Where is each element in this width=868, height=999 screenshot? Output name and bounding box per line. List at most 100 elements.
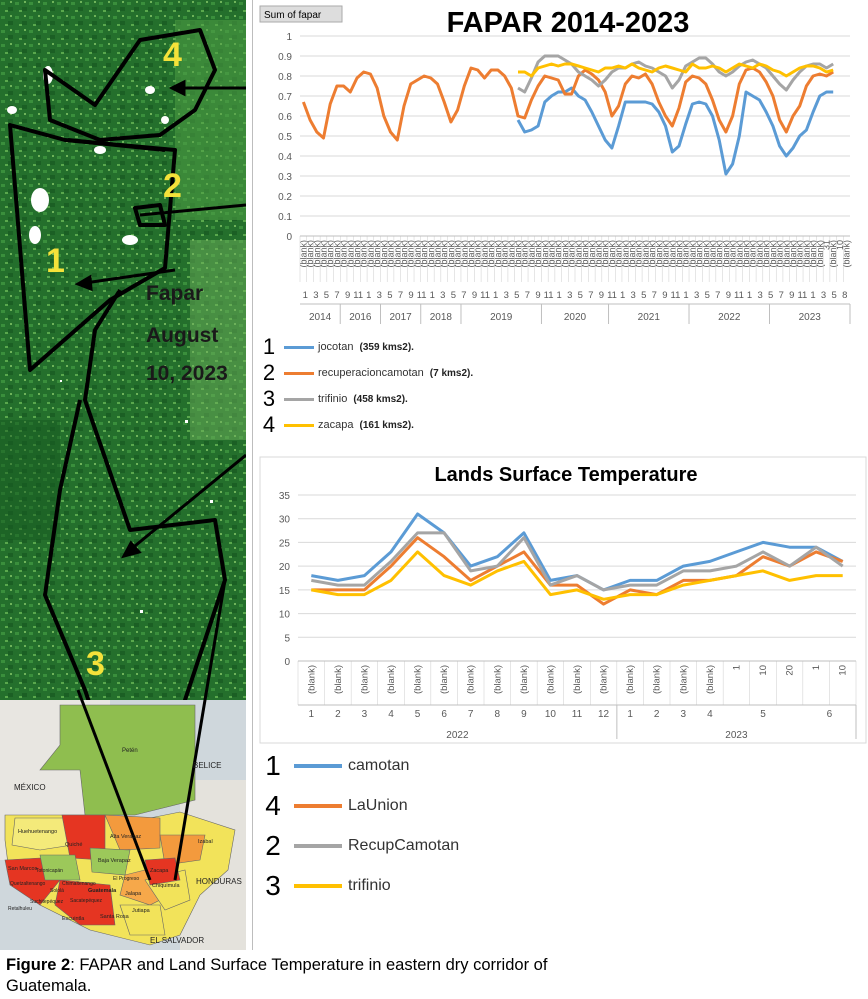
x-month-label: 8 bbox=[495, 709, 501, 720]
legend-swatch bbox=[284, 345, 314, 349]
x-month-label: 11 bbox=[353, 290, 363, 301]
x-slot-label: (blank) bbox=[426, 240, 436, 268]
legend-swatch bbox=[294, 884, 342, 888]
country-label-el-salvador: EL SALVADOR bbox=[150, 936, 204, 945]
x-month-label: 7 bbox=[334, 290, 339, 301]
series-line-LaUnion bbox=[311, 536, 844, 606]
x-month-label: 11 bbox=[480, 290, 490, 301]
department-label: Escuintla bbox=[62, 916, 85, 922]
x-slot-label: (blank) bbox=[493, 240, 503, 268]
x-slot-label: (blank) bbox=[519, 665, 530, 694]
legend-series-name: trifinio bbox=[318, 393, 348, 405]
x-month-label: 11 bbox=[734, 290, 744, 301]
series-line-trifinio bbox=[517, 54, 834, 94]
x-slot-label: (blank) bbox=[761, 240, 771, 268]
legend-series-name: zacapa bbox=[318, 419, 354, 431]
x-slot-label: (blank) bbox=[828, 240, 838, 268]
x-month-label: 12 bbox=[598, 709, 610, 720]
x-slot-label: (blank) bbox=[620, 240, 630, 268]
legend-number: 2 bbox=[262, 360, 276, 385]
department-label: Totonicapán bbox=[36, 868, 63, 874]
x-month-label: 7 bbox=[588, 290, 593, 301]
x-slot-label: (blank) bbox=[466, 665, 477, 694]
x-slot-label: (blank) bbox=[687, 240, 697, 268]
y-tick-label: 0.1 bbox=[278, 212, 292, 223]
panel-divider bbox=[252, 0, 253, 950]
x-slot-label: (blank) bbox=[714, 240, 724, 268]
x-slot-label: (blank) bbox=[500, 240, 510, 268]
legend-series-name: RecupCamotan bbox=[348, 837, 460, 854]
x-slot-label: (blank) bbox=[627, 240, 637, 268]
map-annotation-line-2: August bbox=[146, 324, 218, 347]
legend-entry-zacapa: 4 zacapa (161 kms2). bbox=[258, 412, 414, 438]
legend-entry-jocotan: 1 jocotan (359 kms2). bbox=[258, 334, 414, 360]
x-month-label: 3 bbox=[313, 290, 318, 301]
x-slot-label: (blank) bbox=[600, 240, 610, 268]
x-slot-label: (blank) bbox=[412, 240, 422, 268]
field-button-label: Sum of fapar bbox=[264, 10, 322, 21]
x-slot-label: (blank) bbox=[439, 665, 450, 694]
x-slot-label: (blank) bbox=[386, 665, 397, 694]
x-month-label: 1 bbox=[620, 290, 625, 301]
legend-entry-recuperacioncamotan: 2 recuperacioncamotan (7 kms2). bbox=[258, 360, 473, 386]
x-month-label: 9 bbox=[662, 290, 667, 301]
x-month-label: 2 bbox=[335, 709, 341, 720]
caption-label: Figure 2 bbox=[6, 956, 71, 974]
x-month-label: 9 bbox=[408, 290, 413, 301]
map-annotation-line-1: Fapar bbox=[146, 282, 203, 305]
chart-frame bbox=[259, 456, 867, 744]
x-month-label: 5 bbox=[760, 709, 766, 720]
x-slot-label: (blank) bbox=[775, 240, 785, 268]
x-slot-label: (blank) bbox=[587, 240, 597, 268]
x-slot-label: (blank) bbox=[325, 240, 335, 268]
legend-area: (359 kms2). bbox=[359, 341, 414, 353]
x-month-label: 6 bbox=[827, 709, 833, 720]
legend-swatch bbox=[284, 423, 314, 427]
x-slot-label: (blank) bbox=[365, 240, 375, 268]
x-slot-label: (blank) bbox=[545, 665, 556, 694]
x-slot-label: (blank) bbox=[694, 240, 704, 268]
x-slot-label: (blank) bbox=[640, 240, 650, 268]
x-month-label: 7 bbox=[461, 290, 466, 301]
x-slot-label: (blank) bbox=[593, 240, 603, 268]
x-slot-label: (blank) bbox=[788, 240, 798, 268]
y-tick-label: 0.8 bbox=[278, 72, 292, 83]
x-slot-label: (blank) bbox=[305, 240, 315, 268]
x-month-label: 1 bbox=[303, 290, 308, 301]
x-slot-label: (blank) bbox=[547, 240, 557, 268]
x-slot-label: 1 bbox=[731, 665, 742, 670]
fapar-legend: 1 jocotan (359 kms2). 2 recuperacioncamotan (… bbox=[258, 330, 508, 440]
x-slot-label: (blank) bbox=[345, 240, 355, 268]
x-month-label: 5 bbox=[387, 290, 392, 301]
x-slot-label: (blank) bbox=[399, 240, 409, 268]
x-slot-label: (blank) bbox=[466, 240, 476, 268]
x-slot-label: (blank) bbox=[634, 240, 644, 268]
y-tick-label: 10 bbox=[279, 610, 291, 621]
x-month-label: 3 bbox=[821, 290, 826, 301]
legend-swatch bbox=[284, 371, 314, 375]
legend-entry-trifinio: 3 trifinio bbox=[258, 870, 390, 902]
x-slot-label: (blank) bbox=[520, 240, 530, 268]
legend-entry-camotan: 1 camotan bbox=[258, 750, 409, 782]
x-month-label: 9 bbox=[521, 709, 527, 720]
legend-number: 3 bbox=[265, 870, 281, 901]
chart-title: FAPAR 2014-2023 bbox=[447, 7, 690, 39]
region-label-2: 2 bbox=[163, 167, 182, 205]
x-slot-label: (blank) bbox=[333, 665, 344, 694]
x-month-label: 5 bbox=[768, 290, 773, 301]
x-slot-label: (blank) bbox=[298, 240, 308, 268]
field-button bbox=[259, 5, 343, 23]
x-slot-label: (blank) bbox=[842, 240, 852, 268]
x-slot-label: (blank) bbox=[492, 665, 503, 694]
x-slot-label: (blank) bbox=[479, 240, 489, 268]
department-label: San Marcos bbox=[8, 866, 38, 872]
x-slot-label: (blank) bbox=[567, 240, 577, 268]
legend-entry-RecupCamotan: 2 RecupCamotan bbox=[258, 830, 459, 862]
x-slot-label: (blank) bbox=[433, 240, 443, 268]
x-slot-label: (blank) bbox=[419, 240, 429, 268]
x-slot-label: (blank) bbox=[667, 240, 677, 268]
y-tick-label: 25 bbox=[279, 538, 291, 549]
x-slot-label: (blank) bbox=[681, 240, 691, 268]
legend-area: (458 kms2). bbox=[353, 393, 408, 405]
x-slot-label: (blank) bbox=[392, 240, 402, 268]
